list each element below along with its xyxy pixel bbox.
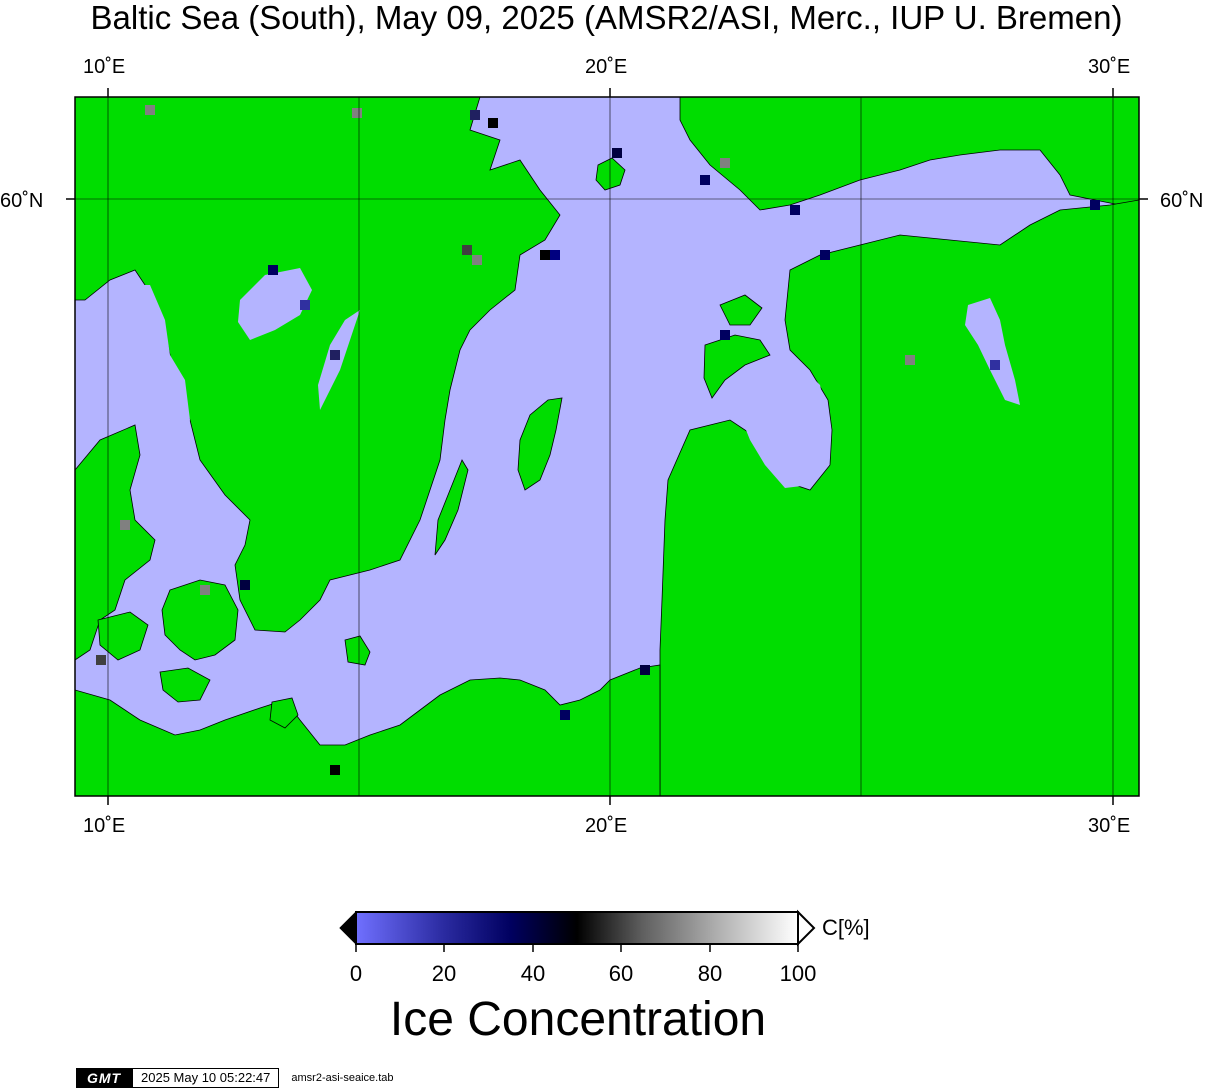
land-funen <box>97 611 149 661</box>
bottom-tick-10e: 10˚E <box>83 815 126 837</box>
land-germany-poland <box>75 664 661 796</box>
colorbar-title: Ice Concentration <box>389 993 767 1046</box>
map-frame <box>74 96 1140 797</box>
gmt-logo: GMT <box>76 1068 132 1088</box>
land-estonia-russia <box>659 199 1139 796</box>
land-finland <box>679 97 1139 211</box>
colorbar-tick-0: 0 <box>349 961 363 986</box>
land-zealand <box>161 579 239 661</box>
gulf-of-riga <box>740 365 828 488</box>
map-title: Baltic Sea (South), May 09, 2025 (AMSR2/… <box>90 0 1123 36</box>
land-rugen <box>269 697 299 729</box>
lake-vanern <box>238 268 312 340</box>
colorbar-tick-100: 100 <box>779 961 817 986</box>
colorbar-unit: C[%] <box>822 915 870 940</box>
land-gotland <box>517 397 563 491</box>
bottom-tick-30e: 30˚E <box>1088 815 1131 837</box>
bottom-tick-20e: 20˚E <box>585 815 628 837</box>
colorbar <box>339 909 816 952</box>
colorbar-high-triangle <box>797 909 816 947</box>
colorbar-gradient <box>355 911 799 945</box>
colorbar-tick-40: 40 <box>520 961 546 986</box>
land-saaremaa <box>703 334 771 399</box>
colorbar-tick-60: 60 <box>608 961 634 986</box>
top-tick-20e: 20˚E <box>585 56 628 78</box>
right-tick-60n: 60˚N <box>1160 190 1204 212</box>
colorbar-tick-80: 80 <box>697 961 723 986</box>
left-tick-60n: 60˚N <box>0 190 44 212</box>
colorbar-tick-20: 20 <box>431 961 457 986</box>
gmt-footer: GMT 2025 May 10 05:22:47 amsr2-asi-seaic… <box>76 1068 393 1088</box>
land-bornholm <box>344 635 371 666</box>
timestamp: 2025 May 10 05:22:47 <box>132 1068 280 1088</box>
land-denmark-jutland <box>75 424 156 661</box>
tick-marks <box>66 88 1148 805</box>
lake-peipus <box>965 298 1020 405</box>
graticule <box>75 97 1139 796</box>
top-tick-10e: 10˚E <box>83 56 126 78</box>
ice-pixels <box>96 105 1100 775</box>
land-lolland <box>159 667 211 703</box>
top-tick-30e: 30˚E <box>1088 56 1131 78</box>
land-oland <box>434 459 469 556</box>
skagerrak-water <box>75 285 190 480</box>
command-label: amsr2-asi-seaice.tab <box>291 1072 394 1084</box>
land-hiiumaa <box>719 294 763 326</box>
colorbar-low-triangle <box>339 910 357 946</box>
